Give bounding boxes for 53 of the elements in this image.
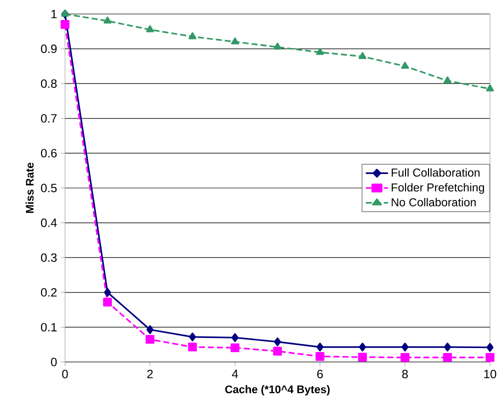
point xyxy=(444,342,451,352)
point xyxy=(401,62,409,69)
point xyxy=(316,48,324,55)
point xyxy=(401,342,408,352)
point xyxy=(400,353,410,362)
y-tick-label: 0.1 xyxy=(40,322,57,332)
y-tick-label: 0.9 xyxy=(40,44,57,54)
point xyxy=(359,342,366,352)
legend-label: Full Collaboration xyxy=(392,168,480,177)
x-tick-label: 2 xyxy=(147,370,153,378)
x-tick-label: 4 xyxy=(232,370,238,378)
x-tick-label: 6 xyxy=(317,370,323,378)
point xyxy=(486,342,494,352)
y-tick-label: 0.4 xyxy=(40,218,57,228)
x-tick-label: 8 xyxy=(402,370,408,378)
y-tick-label: 0.8 xyxy=(40,79,57,88)
y-axis-title: Miss Rate xyxy=(26,162,34,213)
legend-label: No Collaboration xyxy=(392,198,476,206)
point xyxy=(103,298,112,307)
y-tick-label: 0.3 xyxy=(40,253,57,262)
x-axis-title: Cache (*10^4 Bytes) xyxy=(225,385,330,396)
legend-label: Folder Prefetching xyxy=(392,183,484,194)
point xyxy=(486,84,494,92)
point xyxy=(104,288,112,297)
point xyxy=(188,342,197,352)
point xyxy=(316,342,324,352)
point xyxy=(230,343,240,352)
point xyxy=(231,37,239,44)
point xyxy=(273,346,282,356)
point xyxy=(188,32,196,40)
point xyxy=(146,325,154,334)
point xyxy=(444,76,452,84)
point xyxy=(104,16,112,24)
y-tick-label: 0.2 xyxy=(40,288,57,297)
point xyxy=(189,332,196,342)
x-tick-label: 0 xyxy=(62,370,68,378)
point xyxy=(146,25,154,32)
y-tick-label: 0.5 xyxy=(40,184,57,192)
y-tick-label: 0.6 xyxy=(40,148,57,158)
point xyxy=(146,334,154,344)
y-tick-label: 0.7 xyxy=(40,114,57,123)
point xyxy=(443,353,452,362)
point xyxy=(60,20,70,29)
point xyxy=(358,52,366,60)
x-tick-label: 10 xyxy=(484,370,496,378)
y-tick-label: 0 xyxy=(51,358,57,366)
point xyxy=(274,42,282,50)
point xyxy=(232,333,239,342)
point xyxy=(274,337,281,346)
point xyxy=(486,353,494,362)
point xyxy=(358,352,367,362)
y-tick-label: 1 xyxy=(51,10,57,18)
point xyxy=(316,352,324,361)
